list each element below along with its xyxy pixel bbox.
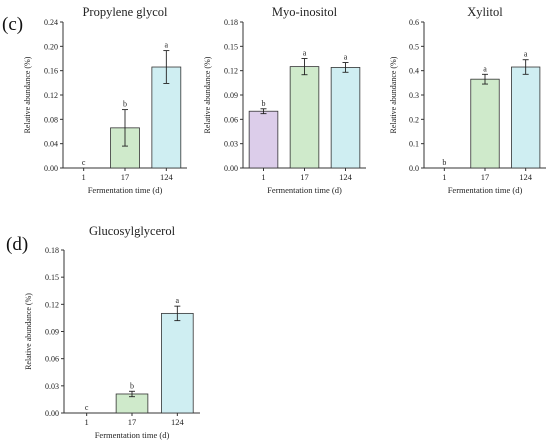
significance-letter: c bbox=[82, 158, 86, 167]
y-tick-label: 0.12 bbox=[224, 67, 238, 76]
significance-letter: c bbox=[85, 403, 89, 412]
y-tick-label: 0.09 bbox=[224, 91, 238, 100]
y-axis-label: Relative abundance (%) bbox=[23, 56, 32, 133]
y-tick-label: 0.00 bbox=[224, 164, 238, 173]
chart-myo-inositol: Myo-inositol 0.00 0.03 0.06 0.09 0.12 0.15 0.18… bbox=[203, 5, 366, 195]
bar-124 bbox=[330, 67, 361, 169]
x-axis-label: Fermentation time (d) bbox=[267, 185, 342, 195]
y-tick-label: 0.12 bbox=[45, 300, 59, 309]
y-tick-label: 0.06 bbox=[224, 115, 238, 124]
significance-letter: b bbox=[442, 158, 446, 167]
significance-letter: b bbox=[123, 100, 127, 109]
y-tick-label: 0.03 bbox=[224, 140, 238, 149]
y-tick-label: 0.08 bbox=[44, 115, 58, 124]
y-tick-label: 0.00 bbox=[44, 164, 58, 173]
y-tick-label: 0.5 bbox=[409, 42, 419, 51]
y-tick-label: 0.18 bbox=[45, 246, 59, 255]
bar-1 bbox=[248, 110, 279, 169]
y-axis-label: Relative abundance (%) bbox=[203, 56, 212, 133]
bar-124 bbox=[511, 66, 541, 169]
x-tick-label: 17 bbox=[300, 172, 309, 182]
y-tick-label: 0.6 bbox=[409, 18, 419, 27]
y-tick-label: 0.06 bbox=[45, 355, 59, 364]
panel-label-d: (d) bbox=[6, 234, 28, 255]
chart-title: Myo-inositol bbox=[272, 5, 338, 19]
x-axis-label: Fermentation time (d) bbox=[88, 185, 163, 195]
y-tick-label: 0.24 bbox=[44, 18, 58, 27]
x-tick-label: 124 bbox=[160, 172, 174, 182]
y-tick-label: 0.1 bbox=[409, 140, 419, 149]
significance-letter: b bbox=[130, 381, 134, 390]
y-tick-label: 0.4 bbox=[409, 67, 419, 76]
x-tick-label: 1 bbox=[261, 172, 265, 182]
charts-group: Propylene glycol0.000.040.080.120.160.20… bbox=[23, 5, 546, 440]
y-tick-label: 0.12 bbox=[44, 91, 58, 100]
y-tick-label: 0.2 bbox=[409, 115, 419, 124]
y-axis-label: Relative abundance (%) bbox=[24, 293, 33, 370]
y-tick-label: 0.03 bbox=[45, 382, 59, 391]
y-axis-label: Relative abundance (%) bbox=[389, 56, 398, 133]
y-tick-label: 0.20 bbox=[44, 42, 58, 51]
significance-letter: a bbox=[524, 50, 528, 59]
chart-title: Xylitol bbox=[467, 5, 503, 19]
y-tick-label: 0.15 bbox=[224, 42, 238, 51]
y-tick-label: 0.09 bbox=[45, 328, 59, 337]
significance-letter: b bbox=[262, 99, 266, 108]
x-tick-label: 124 bbox=[519, 172, 533, 182]
y-tick-label: 0.3 bbox=[409, 91, 419, 100]
bar-17 bbox=[289, 66, 320, 169]
chart-glucosylglycerol: Glucosylglycerol 0.00 0.03 0.06 0.09 0.12 0.15… bbox=[24, 224, 200, 440]
significance-letter: a bbox=[165, 41, 169, 50]
y-tick-label: 0.15 bbox=[45, 273, 59, 282]
x-tick-label: 17 bbox=[128, 417, 137, 427]
y-tick-label: 0.18 bbox=[224, 18, 238, 27]
y-tick-label: 0.16 bbox=[44, 67, 58, 76]
x-axis-label: Fermentation time (d) bbox=[448, 185, 523, 195]
significance-letter: a bbox=[344, 53, 348, 62]
significance-letter: a bbox=[483, 64, 487, 73]
x-tick-label: 124 bbox=[339, 172, 353, 182]
bar-17 bbox=[470, 78, 500, 169]
bar-124 bbox=[161, 312, 194, 414]
chart-title: Propylene glycol bbox=[82, 5, 168, 19]
x-tick-label: 124 bbox=[171, 417, 185, 427]
significance-letter: a bbox=[176, 296, 180, 305]
significance-letter: a bbox=[303, 49, 307, 58]
x-tick-label: 1 bbox=[82, 172, 86, 182]
chart-title: Glucosylglycerol bbox=[89, 224, 176, 238]
y-tick-label: 0.04 bbox=[44, 140, 58, 149]
x-tick-label: 1 bbox=[85, 417, 89, 427]
panel-label-c: (c) bbox=[2, 14, 23, 35]
x-tick-label: 17 bbox=[121, 172, 130, 182]
y-tick-label: 0.00 bbox=[45, 409, 59, 418]
x-axis-label: Fermentation time (d) bbox=[95, 430, 170, 440]
chart-propylene-glycol: Propylene glycol 0.00 0.04 0.08 0.12 0.16 0.20… bbox=[23, 5, 187, 195]
x-tick-label: 17 bbox=[481, 172, 490, 182]
chart-xylitol: Xylitol 0.0 0.1 0.2 0.3 0.4 0.5 0.6 Relative abu… bbox=[389, 5, 546, 195]
x-tick-label: 1 bbox=[442, 172, 446, 182]
y-tick-label: 0.0 bbox=[409, 164, 419, 173]
